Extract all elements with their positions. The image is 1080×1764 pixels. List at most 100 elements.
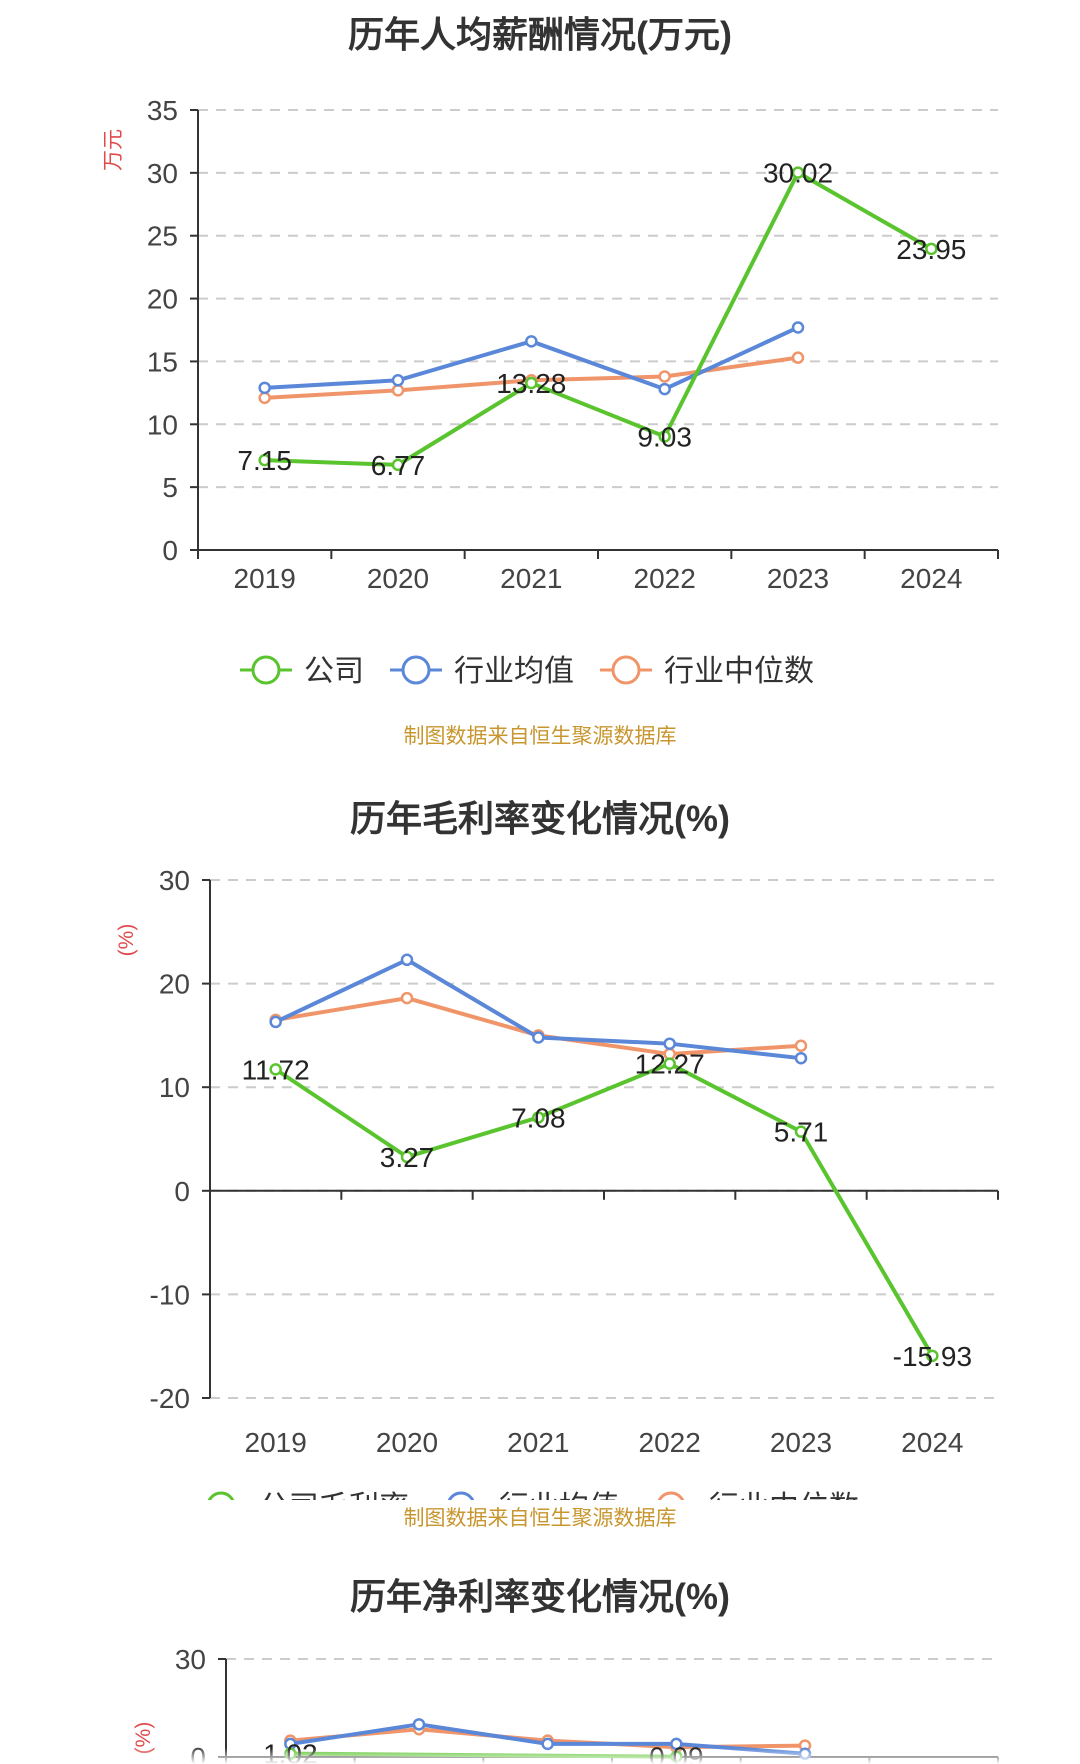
data-point [663, 1057, 676, 1070]
y-tick-label: 5 [162, 472, 178, 503]
data-point [400, 953, 414, 967]
x-tick-label: 2021 [507, 1427, 569, 1458]
data-point [258, 453, 271, 467]
gross-margin-chart-source: 制图数据来自恒生聚源数据库 [403, 1507, 677, 1530]
legend-marker-icon [251, 655, 281, 685]
legend-marker-icon [447, 1491, 475, 1500]
data-point [525, 376, 538, 390]
data-point [258, 381, 271, 395]
y-tick-label: 10 [159, 1072, 190, 1103]
data-point [791, 351, 805, 364]
data-label: 9.03 [637, 421, 692, 452]
data-point [258, 391, 271, 405]
data-point [400, 991, 414, 1005]
data-point [791, 166, 805, 179]
salary-chart-source: 制图数据来自恒生聚源数据库 [403, 725, 677, 748]
data-point [794, 1039, 808, 1053]
data-label: 30.02 [763, 158, 833, 189]
gross-margin-chart-svg: -20 -10 0 10 20 30 (%) 2019 2020 2021 2022 2023 2024… [115, 865, 999, 1500]
y-axis-name: 万元 [102, 129, 125, 171]
data-point [791, 321, 805, 334]
y-tick-label: -10 [150, 1279, 190, 1310]
data-point [794, 1051, 808, 1065]
net-margin-chart: 历年净利率变化情况(%) 030(%)1.020.09 [0, 1560, 1080, 1764]
legend-marker-icon [207, 1491, 235, 1500]
legend-label: 公司毛利率 [259, 1491, 409, 1500]
legend-item: 行业中位数 [600, 655, 814, 688]
y-tick-label: 0 [174, 1176, 190, 1207]
x-tick-label: 2022 [634, 563, 696, 594]
data-point [400, 1150, 414, 1164]
data-label: 5.71 [774, 1117, 829, 1148]
gross-margin-chart: 历年毛利率变化情况(%) -20 -10 0 10 20 30 (%) 2019 2020 202… [0, 780, 1080, 1550]
y-tick-label: 30 [175, 1644, 206, 1675]
data-label: 3.27 [380, 1142, 435, 1173]
data-label: 6.77 [371, 450, 426, 481]
series-line-industry-median [275, 996, 802, 1057]
x-tick-label: 2022 [639, 1427, 701, 1458]
data-label: 12.27 [635, 1049, 705, 1080]
legend-marker-icon [611, 655, 641, 685]
data-point [532, 1031, 545, 1044]
legend-item: 行业均值 [447, 1491, 619, 1500]
series-line-company [264, 170, 933, 467]
y-tick-label: 30 [147, 158, 178, 189]
data-point [412, 1718, 426, 1731]
data-point [269, 1063, 282, 1076]
data-point [794, 1125, 808, 1138]
legend-item: 行业均值 [390, 655, 574, 688]
data-point [658, 370, 671, 383]
salary-chart: 历年人均薪酬情况(万元) 0 5 10 15 20 25 30 35 万元 2019 2020 202… [0, 0, 1080, 760]
bottom-fade [0, 1748, 1080, 1764]
data-point [925, 242, 938, 256]
x-tick-label: 2020 [376, 1427, 438, 1458]
series-line-company [274, 1061, 935, 1357]
y-tick-label: 10 [147, 409, 178, 440]
x-tick-label: 2024 [901, 1427, 963, 1458]
legend-label: 行业中位数 [709, 1491, 859, 1500]
legend-item: 公司毛利率 [207, 1491, 409, 1500]
legend-marker-icon [657, 1491, 685, 1500]
x-tick-label: 2023 [767, 563, 829, 594]
x-tick-label: 2021 [500, 563, 562, 594]
y-tick-label: 15 [147, 346, 178, 377]
data-point [926, 1349, 939, 1363]
y-tick-label: 20 [147, 284, 178, 315]
y-axis-name: (%) [132, 1722, 155, 1755]
data-label: 7.08 [511, 1102, 566, 1133]
salary-chart-svg: 0 5 10 15 20 25 30 35 万元 2019 2020 2021 2022 2023 2024… [102, 95, 999, 688]
data-point [658, 382, 671, 396]
y-tick-label: 20 [159, 969, 190, 1000]
legend-item: 行业中位数 [657, 1491, 859, 1500]
data-label: 23.95 [896, 234, 966, 265]
legend-marker-icon [401, 655, 431, 685]
y-tick-label: 30 [159, 865, 190, 896]
x-tick-label: 2019 [245, 1427, 307, 1458]
y-tick-label: -20 [150, 1383, 190, 1414]
data-label: 7.15 [237, 445, 292, 476]
data-point [391, 374, 405, 387]
data-point [658, 430, 671, 443]
y-tick-label: 0 [162, 535, 178, 566]
legend-item: 公司 [240, 655, 364, 688]
x-tick-label: 2020 [367, 563, 429, 594]
y-tick-label: 25 [147, 221, 178, 252]
salary-chart-title: 历年人均薪酬情况(万元) [348, 14, 732, 55]
data-label: 11.72 [242, 1054, 310, 1085]
data-point [663, 1037, 676, 1050]
data-point [391, 384, 405, 397]
legend-label: 行业均值 [499, 1491, 619, 1500]
y-tick-label: 35 [147, 95, 178, 126]
data-label: -15.93 [893, 1341, 972, 1372]
x-tick-label: 2019 [234, 563, 296, 594]
gross-margin-chart-title: 历年毛利率变化情况(%) [350, 798, 730, 839]
legend-label: 行业中位数 [664, 655, 814, 688]
legend-label: 公司 [304, 655, 364, 688]
data-label: 13.28 [496, 368, 566, 399]
x-tick-label: 2024 [900, 563, 962, 594]
y-axis-name: (%) [115, 924, 138, 957]
data-point [532, 1111, 545, 1124]
net-margin-chart-svg: 030(%)1.020.09 [132, 1644, 999, 1764]
x-tick-label: 2023 [770, 1427, 832, 1458]
data-point [391, 458, 405, 472]
